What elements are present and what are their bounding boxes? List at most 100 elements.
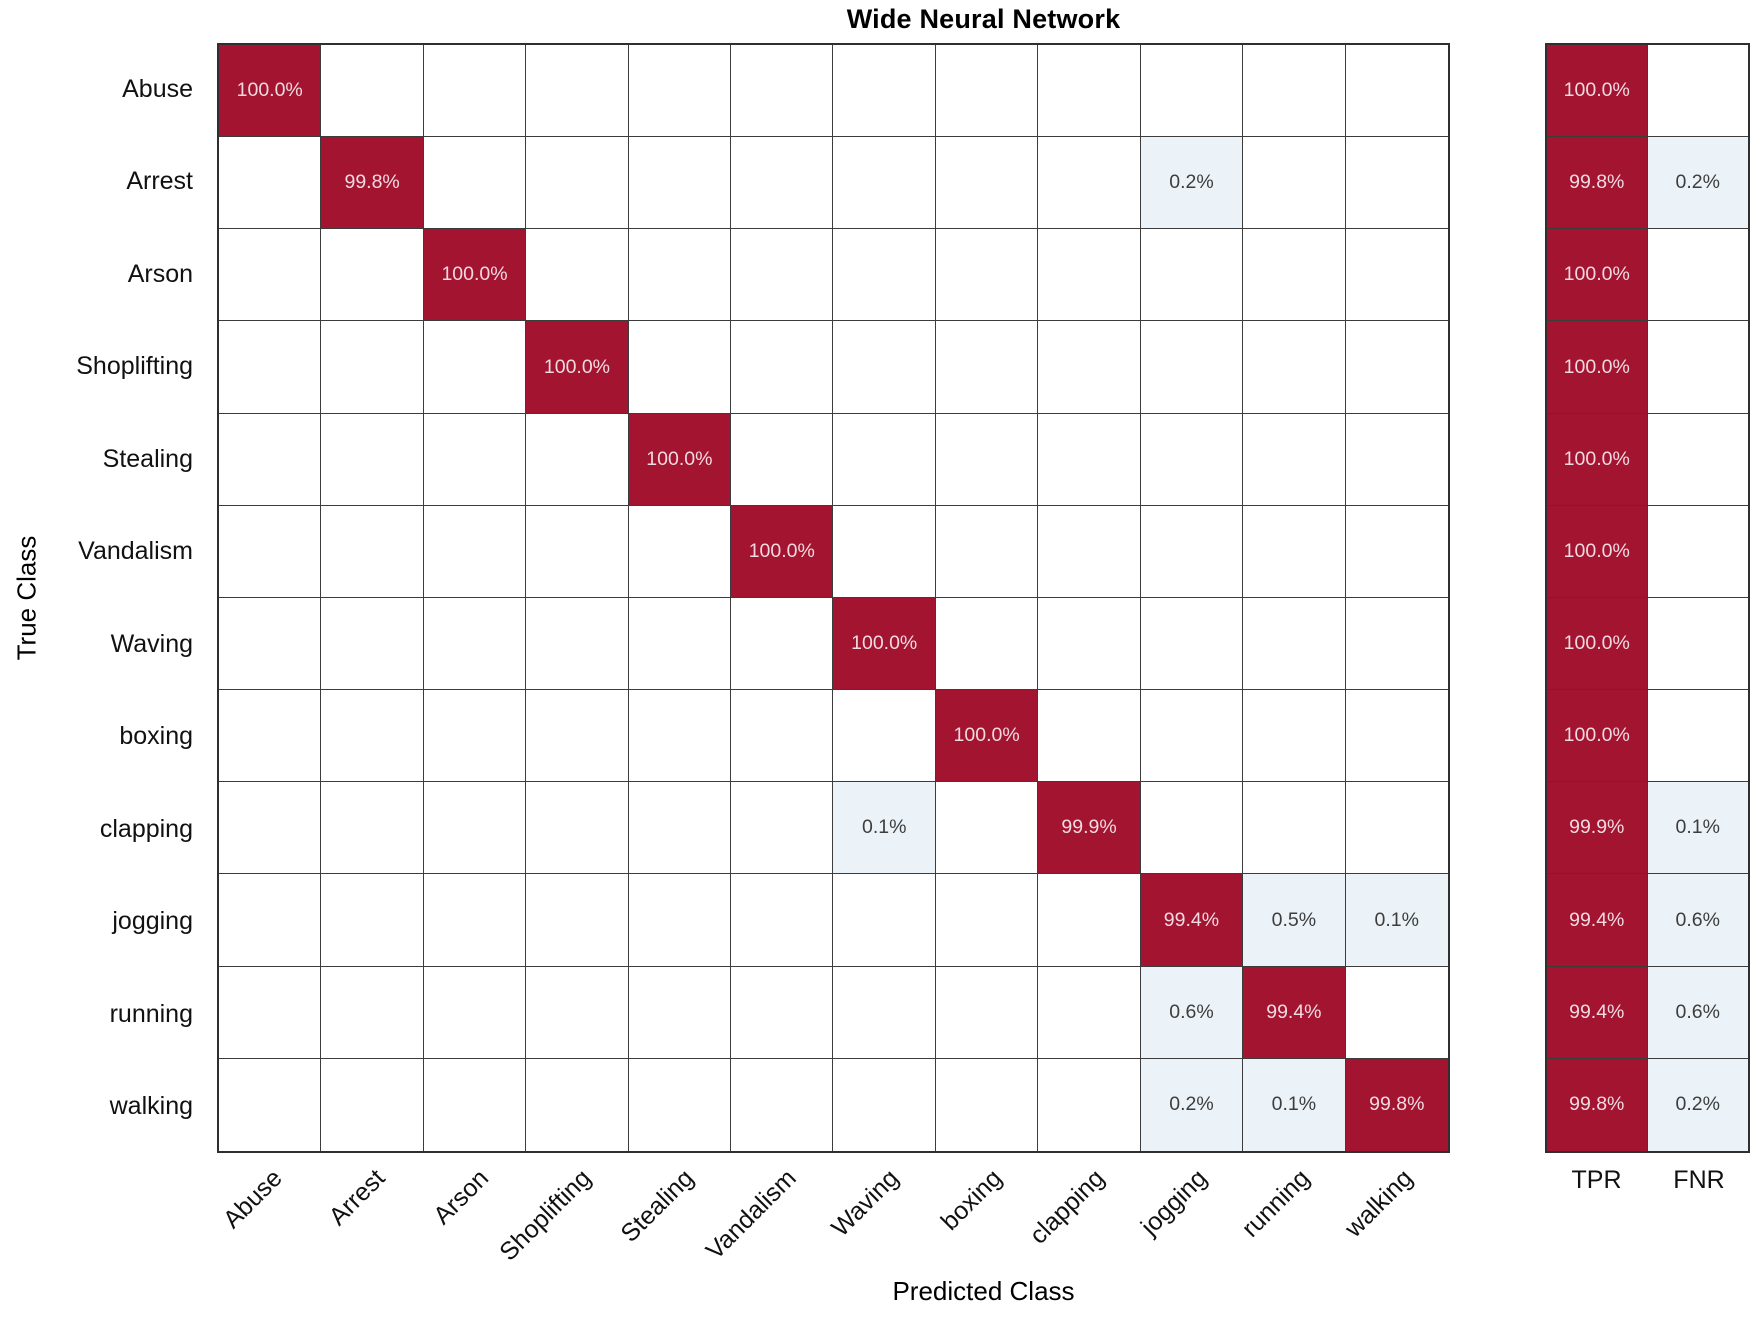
matrix-cell-abuse-arrest [321,45,424,138]
y-tick-label-waving: Waving [110,629,193,658]
y-tick-label-walking: walking [109,1092,193,1121]
tpr-cell-walking: 99.8% [1547,1058,1648,1151]
tpr-cell-abuse: 100.0% [1547,45,1648,138]
matrix-cell-stealing-walking [1345,413,1448,506]
matrix-cell-vandalism-jogging [1140,505,1244,598]
y-tick-label-jogging: jogging [112,907,193,936]
matrix-cell-arrest-abuse [219,137,322,230]
matrix-cell-arson-running [1243,229,1346,322]
matrix-cell-waving-jogging [1140,597,1244,691]
matrix-cell-stealing-waving [833,413,936,506]
matrix-cell-shoplifting-stealing [628,321,732,414]
y-tick-label-stealing: Stealing [102,444,193,473]
matrix-cell-arson-shoplifting [526,229,629,322]
matrix-cell-walking-jogging: 0.2% [1140,1058,1244,1151]
matrix-cell-jogging-stealing [628,874,732,967]
matrix-cell-clapping-vandalism [731,782,834,875]
matrix-cell-walking-arson [423,1058,527,1151]
fnr-cell-arson [1647,229,1748,322]
x-tick-label-walking: walking [1339,1164,1419,1243]
matrix-cell-boxing-arrest [321,690,424,783]
matrix-cell-stealing-shoplifting [526,413,629,506]
matrix-cell-arson-boxing [935,229,1039,322]
matrix-cell-running-arrest [321,966,424,1059]
y-tick-label-vandalism: Vandalism [78,537,193,566]
matrix-cell-running-jogging: 0.6% [1140,966,1244,1059]
matrix-cell-waving-arson [423,597,527,691]
matrix-cell-walking-clapping [1038,1058,1141,1151]
matrix-cell-waving-abuse [219,597,322,691]
tpr-cell-vandalism: 100.0% [1547,505,1648,598]
matrix-cell-arrest-waving [833,137,936,230]
matrix-cell-arrest-jogging: 0.2% [1140,137,1244,230]
fnr-cell-waving [1647,597,1748,691]
summary-column-label-fnr: FNR [1673,1166,1725,1194]
y-tick-labels: Abuse Arrest Arson Shoplifting Stealing Vanda… [0,43,205,1153]
matrix-cell-vandalism-walking [1345,505,1448,598]
matrix-cell-abuse-shoplifting [526,45,629,138]
matrix-cell-running-clapping [1038,966,1141,1059]
matrix-cell-boxing-jogging [1140,690,1244,783]
matrix-cell-shoplifting-walking [1345,321,1448,414]
matrix-cell-arrest-arson [423,137,527,230]
y-tick-label-boxing: boxing [119,722,193,751]
x-tick-label-stealing: Stealing [615,1164,700,1248]
x-tick-label-shoplifting: Shoplifting [494,1164,597,1267]
matrix-cell-waving-arrest [321,597,424,691]
matrix-cell-clapping-jogging [1140,782,1244,875]
matrix-cell-shoplifting-waving [833,321,936,414]
matrix-cell-waving-stealing [628,597,732,691]
tpr-cell-running: 99.4% [1547,966,1648,1059]
matrix-cell-arrest-shoplifting [526,137,629,230]
fnr-cell-jogging: 0.6% [1647,874,1748,967]
matrix-cell-running-vandalism [731,966,834,1059]
y-tick-label-shoplifting: Shoplifting [76,352,193,381]
matrix-cell-stealing-clapping [1038,413,1141,506]
x-tick-label-clapping: clapping [1024,1164,1111,1250]
fnr-cell-shoplifting [1647,321,1748,414]
matrix-cell-vandalism-stealing [628,505,732,598]
matrix-cell-vandalism-clapping [1038,505,1141,598]
matrix-cell-boxing-boxing: 100.0% [935,690,1039,783]
matrix-cell-shoplifting-shoplifting: 100.0% [526,321,629,414]
matrix-cell-jogging-shoplifting [526,874,629,967]
x-tick-label-jogging: jogging [1136,1164,1213,1241]
fnr-cell-stealing [1647,413,1748,506]
matrix-cell-abuse-abuse: 100.0% [219,45,322,138]
matrix-cell-jogging-jogging: 99.4% [1140,874,1244,967]
matrix-cell-vandalism-arrest [321,505,424,598]
x-tick-label-abuse: Abuse [218,1164,289,1234]
matrix-cell-clapping-abuse [219,782,322,875]
matrix-cell-arrest-arrest: 99.8% [321,137,424,230]
fnr-cell-running: 0.6% [1647,966,1748,1059]
matrix-cell-waving-waving: 100.0% [833,597,936,691]
matrix-cell-arrest-boxing [935,137,1039,230]
matrix-cell-clapping-running [1243,782,1346,875]
matrix-cell-stealing-arson [423,413,527,506]
matrix-cell-boxing-arson [423,690,527,783]
matrix-cell-arrest-running [1243,137,1346,230]
y-tick-label-running: running [109,999,193,1028]
matrix-cell-stealing-vandalism [731,413,834,506]
matrix-cell-running-waving [833,966,936,1059]
fnr-cell-arrest: 0.2% [1647,137,1748,230]
y-tick-label-abuse: Abuse [122,74,193,103]
y-tick-label-clapping: clapping [99,814,193,843]
matrix-cell-waving-boxing [935,597,1039,691]
matrix-cell-clapping-waving: 0.1% [833,782,936,875]
matrix-cell-waving-vandalism [731,597,834,691]
matrix-cell-vandalism-boxing [935,505,1039,598]
matrix-cell-vandalism-shoplifting [526,505,629,598]
matrix-cell-running-arson [423,966,527,1059]
y-tick-label-arson: Arson [127,259,193,288]
matrix-cell-arrest-stealing [628,137,732,230]
matrix-cell-arson-abuse [219,229,322,322]
matrix-cell-running-walking [1345,966,1448,1059]
matrix-cell-stealing-stealing: 100.0% [628,413,732,506]
matrix-cell-boxing-abuse [219,690,322,783]
matrix-cell-walking-boxing [935,1058,1039,1151]
matrix-cell-clapping-arson [423,782,527,875]
chart-title: Wide Neural Network [846,4,1121,34]
matrix-cell-walking-stealing [628,1058,732,1151]
matrix-cell-boxing-waving [833,690,936,783]
